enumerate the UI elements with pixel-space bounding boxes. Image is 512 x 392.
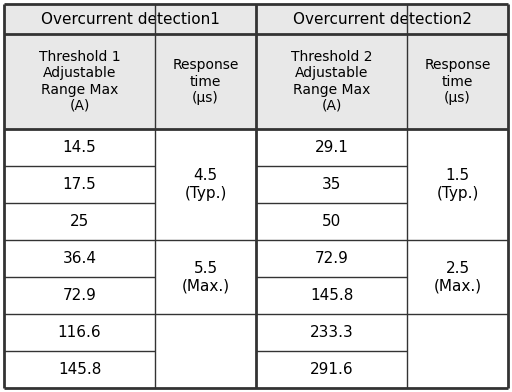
Bar: [4, 129, 155, 166]
Bar: [256, 166, 407, 203]
Text: 291.6: 291.6: [310, 362, 353, 377]
Bar: [256, 240, 407, 277]
Text: Overcurrent detection2: Overcurrent detection2: [292, 11, 472, 27]
Bar: [407, 351, 508, 388]
Text: 4.5
(Typ.): 4.5 (Typ.): [184, 168, 227, 201]
Bar: [4, 277, 155, 314]
Bar: [407, 129, 508, 166]
Text: 72.9: 72.9: [62, 288, 97, 303]
Bar: [4, 166, 155, 203]
Text: 35: 35: [322, 177, 342, 192]
Bar: [155, 129, 256, 166]
Text: 25: 25: [70, 214, 89, 229]
Bar: [155, 277, 256, 314]
Bar: [407, 277, 508, 314]
Bar: [4, 203, 155, 240]
Bar: [155, 34, 256, 129]
Bar: [256, 4, 508, 34]
Text: 72.9: 72.9: [315, 251, 349, 266]
Text: 233.3: 233.3: [310, 325, 353, 340]
Text: 14.5: 14.5: [63, 140, 96, 155]
Text: 116.6: 116.6: [58, 325, 101, 340]
Text: 17.5: 17.5: [63, 177, 96, 192]
Bar: [407, 240, 508, 277]
Bar: [4, 314, 155, 351]
Bar: [4, 4, 256, 34]
Text: Response
time
(μs): Response time (μs): [424, 58, 491, 105]
Bar: [155, 166, 256, 203]
Bar: [407, 314, 508, 351]
Bar: [155, 351, 256, 388]
Bar: [256, 203, 407, 240]
Text: 145.8: 145.8: [58, 362, 101, 377]
Text: 145.8: 145.8: [310, 288, 353, 303]
Text: Threshold 1
Adjustable
Range Max
(A): Threshold 1 Adjustable Range Max (A): [39, 50, 120, 113]
Text: 2.5
(Max.): 2.5 (Max.): [434, 261, 482, 293]
Bar: [155, 203, 256, 240]
Text: 1.5
(Typ.): 1.5 (Typ.): [436, 168, 479, 201]
Text: Overcurrent detection1: Overcurrent detection1: [40, 11, 220, 27]
Bar: [256, 277, 407, 314]
Bar: [256, 314, 407, 351]
Bar: [407, 203, 508, 240]
Text: Response
time
(μs): Response time (μs): [173, 58, 239, 105]
Bar: [256, 129, 407, 166]
Bar: [4, 240, 155, 277]
Text: 5.5
(Max.): 5.5 (Max.): [182, 261, 230, 293]
Bar: [407, 34, 508, 129]
Bar: [155, 240, 256, 277]
Bar: [4, 34, 155, 129]
Text: 29.1: 29.1: [315, 140, 349, 155]
Text: 36.4: 36.4: [62, 251, 97, 266]
Bar: [4, 351, 155, 388]
Text: Threshold 2
Adjustable
Range Max
(A): Threshold 2 Adjustable Range Max (A): [291, 50, 372, 113]
Bar: [256, 34, 407, 129]
Bar: [256, 351, 407, 388]
Bar: [407, 166, 508, 203]
Bar: [155, 314, 256, 351]
Text: 50: 50: [322, 214, 341, 229]
